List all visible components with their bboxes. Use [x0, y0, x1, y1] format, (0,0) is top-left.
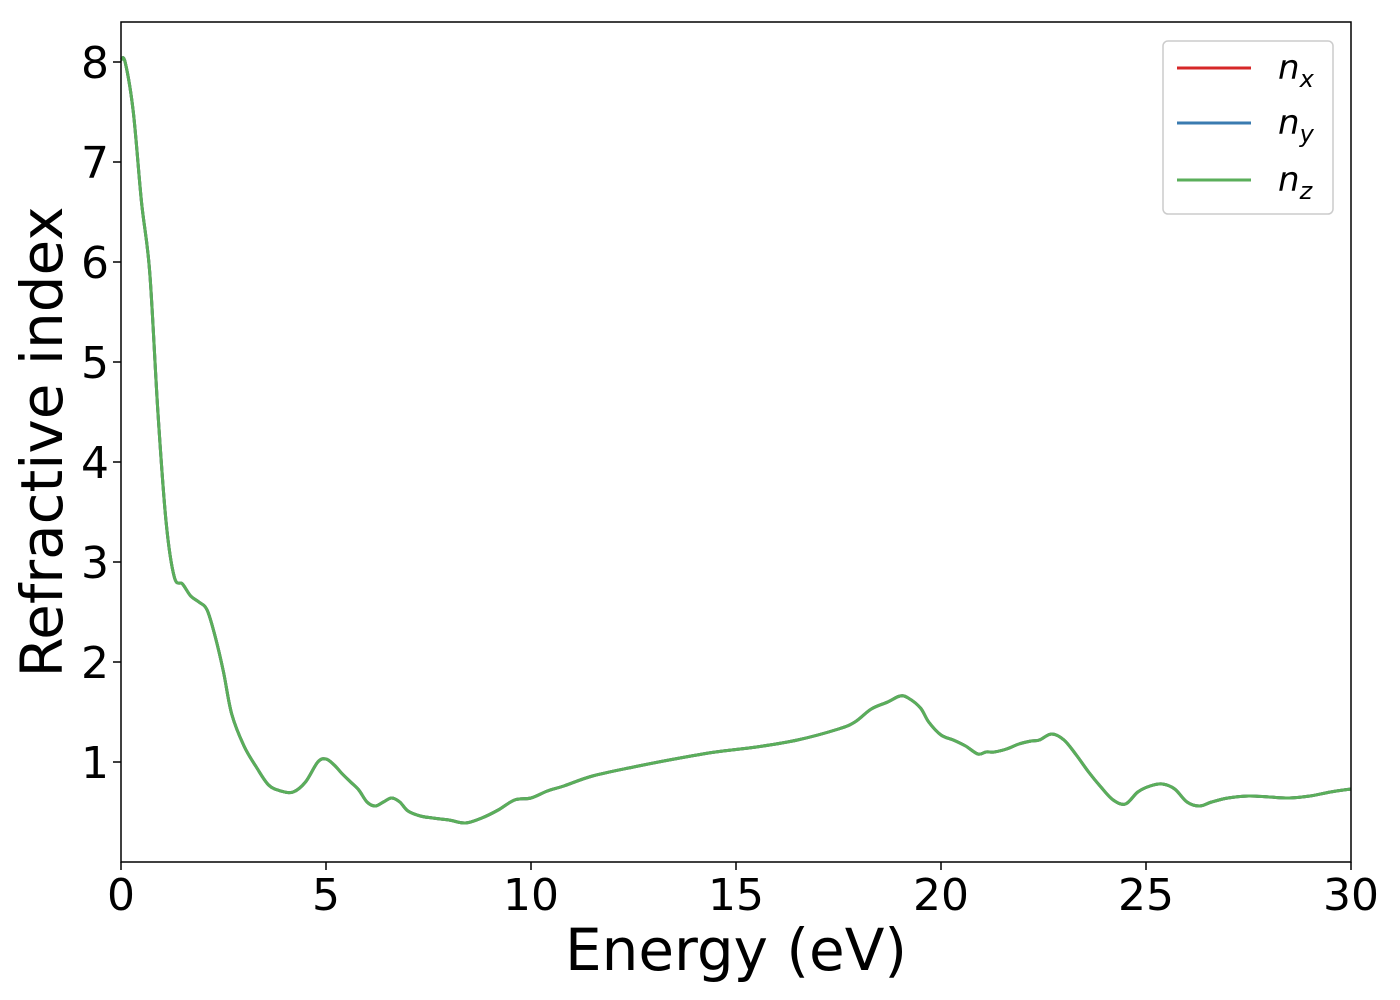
x-tick-label: 30 [1323, 870, 1379, 921]
y-axis-label: Refractive index [8, 206, 76, 677]
y-tick-label: 4 [81, 438, 109, 489]
x-axis-label: Energy (eV) [565, 916, 907, 984]
x-axis-ticks: 0 5 10 15 20 25 30 [107, 862, 1379, 921]
x-tick-label: 5 [312, 870, 340, 921]
y-tick-label: 2 [81, 638, 109, 689]
y-axis-ticks: 1 2 3 4 5 6 7 8 [81, 38, 121, 789]
legend-label-nx: nx [1278, 48, 1315, 93]
x-tick-label: 0 [107, 870, 135, 921]
y-tick-label: 3 [81, 538, 109, 589]
series-line-nz [119, 56, 1352, 825]
legend-box [1162, 40, 1334, 215]
legend-label-nz: nz [1278, 160, 1314, 205]
y-tick-label: 8 [81, 38, 109, 89]
y-tick-label: 6 [81, 238, 109, 289]
y-tick-label: 1 [81, 738, 109, 789]
legend: nx ny nz [1162, 40, 1334, 215]
y-tick-label: 5 [81, 338, 109, 389]
y-tick-label: 7 [81, 138, 109, 189]
x-tick-label: 20 [913, 870, 969, 921]
series-lines [119, 56, 1352, 825]
x-tick-label: 15 [708, 870, 764, 921]
x-tick-label: 10 [503, 870, 559, 921]
x-tick-label: 25 [1118, 870, 1174, 921]
legend-label-ny: ny [1278, 103, 1315, 148]
